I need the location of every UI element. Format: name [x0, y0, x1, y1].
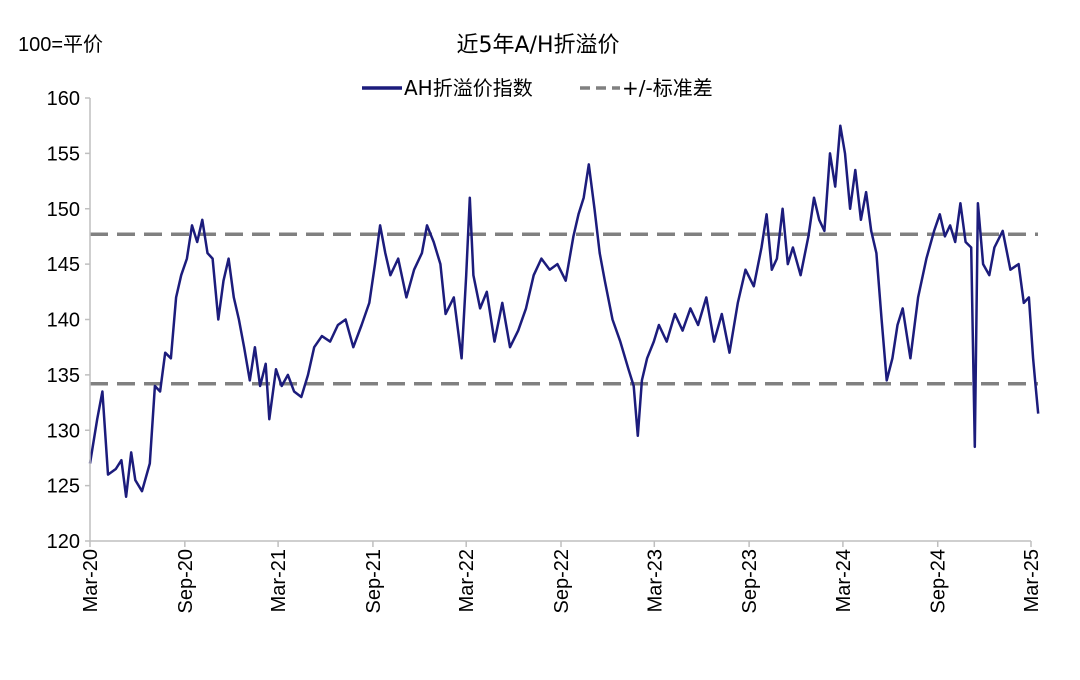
chart-title: 近5年A/H折溢价 — [456, 33, 619, 58]
y-tick-label: 135 — [47, 365, 80, 387]
legend-label-ah-index: AH折溢价指数 — [404, 76, 533, 100]
x-tick-label: Sep-24 — [928, 549, 950, 614]
y-tick-label: 125 — [47, 476, 80, 498]
axes: 120 125 130 135 140 145 150 155 160 Mar-20 Sep-20 M… — [47, 88, 1043, 614]
std-dev-lines — [90, 232, 1038, 386]
y-tick-label: 130 — [47, 420, 80, 442]
y-tick-label: 155 — [47, 143, 80, 165]
legend-label-std-dev: +/-标准差 — [622, 76, 713, 100]
x-tick-label: Sep-22 — [551, 549, 573, 614]
y-tick-label: 120 — [47, 531, 80, 553]
series-line-ah-index — [88, 124, 1040, 498]
x-tick-label: Mar-25 — [1021, 549, 1043, 612]
x-tick-label: Mar-23 — [644, 549, 666, 612]
x-tick-label: Mar-21 — [268, 549, 290, 612]
x-tick-label: Mar-22 — [456, 549, 478, 612]
y-axis-label: 100=平价 — [18, 34, 103, 56]
x-tick-label: Sep-21 — [363, 549, 385, 614]
x-tick-label: Mar-24 — [833, 549, 855, 612]
y-tick-label: 140 — [47, 310, 80, 332]
series-layer — [88, 124, 1040, 498]
y-tick-label: 150 — [47, 199, 80, 221]
y-tick-label: 145 — [47, 254, 80, 276]
x-tick-label: Sep-20 — [175, 549, 197, 614]
y-tick-label: 160 — [47, 88, 80, 110]
legend: AH折溢价指数 +/-标准差 — [362, 76, 713, 100]
x-tick-label: Mar-20 — [80, 549, 102, 612]
x-tick-label: Sep-23 — [739, 549, 761, 614]
